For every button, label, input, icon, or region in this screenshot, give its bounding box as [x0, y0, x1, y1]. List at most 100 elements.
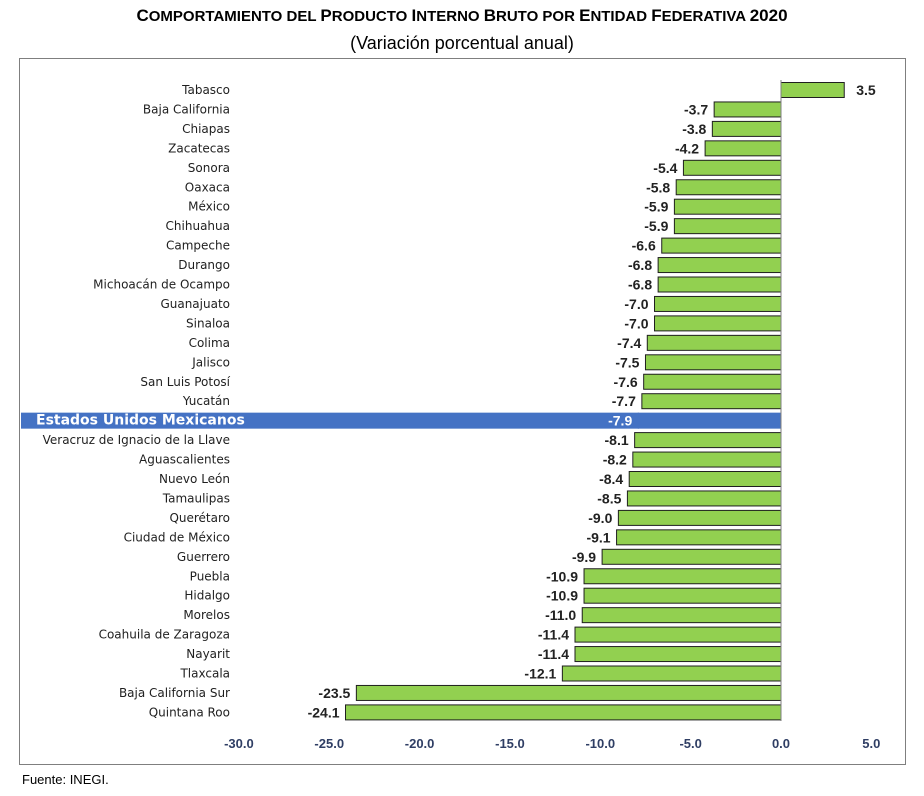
x-tick-label-2: -20.0 — [405, 736, 435, 751]
value-label-29: -11.4 — [538, 646, 569, 662]
category-label-10: Michoacán de Ocampo — [93, 278, 230, 292]
value-label-17: -7.9 — [608, 413, 632, 429]
category-label-29: Nayarit — [186, 647, 230, 661]
bar-21 — [626, 490, 782, 507]
bar-11 — [654, 295, 782, 312]
x-tick-label-0: -30.0 — [224, 736, 254, 751]
category-label-23: Ciudad de México — [124, 530, 230, 544]
x-tick-label-1: -25.0 — [314, 736, 344, 751]
category-label-17: Estados Unidos Mexicanos — [36, 413, 245, 429]
x-tick-label-5: -5.0 — [679, 736, 701, 751]
category-label-8: Campeche — [166, 239, 230, 253]
bar-12 — [654, 315, 782, 332]
category-label-16: Yucatán — [182, 394, 230, 408]
value-label-30: -12.1 — [524, 666, 556, 682]
category-label-11: Guanajuato — [160, 297, 230, 311]
bar-31 — [355, 684, 782, 701]
chart-subtitle: (Variación porcentual anual) — [350, 33, 574, 53]
category-label-1: Baja California — [143, 102, 230, 116]
value-label-21: -8.5 — [597, 490, 621, 506]
category-label-13: Colima — [189, 336, 230, 350]
bar-29 — [574, 646, 782, 663]
value-label-14: -7.5 — [615, 354, 639, 370]
value-label-5: -5.8 — [646, 179, 670, 195]
title-word-4-cap: B — [483, 6, 497, 25]
category-label-19: Aguascalientes — [139, 453, 230, 467]
value-label-27: -11.0 — [545, 607, 576, 623]
title-word-5-rest: NTIDAD — [590, 8, 652, 25]
bar-4 — [682, 159, 782, 176]
value-label-23: -9.1 — [586, 529, 610, 545]
category-label-18: Veracruz de Ignacio de la Llave — [43, 433, 230, 447]
x-tick-label-3: -15.0 — [495, 736, 525, 751]
bar-30 — [561, 665, 782, 682]
bar-7 — [673, 218, 782, 235]
bar-10 — [657, 276, 782, 293]
category-label-5: Oaxaca — [185, 180, 230, 194]
value-label-2: -3.8 — [682, 121, 706, 137]
value-label-26: -10.9 — [546, 588, 578, 604]
value-label-11: -7.0 — [624, 296, 648, 312]
bar-19 — [632, 451, 782, 468]
title-word-4-rest: RUTO POR — [496, 8, 580, 25]
x-tick-label-7: 5.0 — [862, 736, 880, 751]
value-label-20: -8.4 — [599, 471, 623, 487]
value-label-4: -5.4 — [653, 160, 677, 176]
bar-16 — [641, 393, 782, 410]
category-label-7: Chihuahua — [166, 219, 230, 233]
category-label-15: San Luis Potosí — [140, 375, 230, 389]
bar-25 — [583, 568, 782, 585]
category-label-24: Guerrero — [177, 550, 230, 564]
value-label-13: -7.4 — [617, 335, 641, 351]
bar-2 — [711, 120, 782, 137]
category-label-30: Tlaxcala — [179, 667, 230, 681]
bar-3 — [704, 140, 782, 157]
x-tick-label-6: 0.0 — [772, 736, 790, 751]
category-label-22: Querétaro — [169, 511, 230, 525]
value-label-1: -3.7 — [684, 101, 708, 117]
category-label-12: Sinaloa — [186, 316, 230, 330]
bar-5 — [675, 179, 782, 196]
value-label-22: -9.0 — [588, 510, 612, 526]
bar-1 — [713, 101, 782, 118]
bar-24 — [601, 548, 782, 565]
title-word-1-rest: OMPORTAMIENTO DEL — [148, 8, 321, 25]
title-word-3-cap: I — [411, 6, 417, 25]
bar-17 — [637, 412, 782, 429]
category-label-26: Hidalgo — [184, 589, 230, 603]
value-label-10: -6.8 — [628, 277, 652, 293]
value-label-25: -10.9 — [546, 568, 578, 584]
highlight-band — [21, 412, 639, 429]
title-word-6-rest: EDERATIVA — [661, 8, 750, 25]
value-label-19: -8.2 — [603, 452, 627, 468]
value-label-6: -5.9 — [644, 199, 668, 215]
value-label-0: 3.5 — [856, 82, 876, 98]
value-label-28: -11.4 — [538, 627, 569, 643]
title-word-1-cap: C — [136, 6, 149, 25]
category-label-20: Nuevo León — [159, 472, 230, 486]
category-label-4: Sonora — [188, 161, 230, 175]
value-label-7: -5.9 — [644, 218, 668, 234]
title-word-2-rest: RODUCTO — [331, 8, 412, 25]
title-word-6-cap: F — [651, 6, 662, 25]
bar-23 — [616, 529, 782, 546]
category-label-9: Durango — [178, 258, 230, 272]
category-label-28: Coahuila de Zaragoza — [99, 628, 230, 642]
bar-8 — [661, 237, 782, 254]
bar-28 — [574, 626, 782, 643]
value-label-31: -23.5 — [318, 685, 350, 701]
bar-27 — [581, 607, 782, 624]
value-label-3: -4.2 — [675, 140, 699, 156]
category-label-2: Chiapas — [182, 122, 230, 136]
bar-26 — [583, 587, 782, 604]
bar-32 — [345, 704, 782, 721]
value-label-16: -7.7 — [612, 393, 636, 409]
title-word-7-cap: 2020 — [749, 6, 788, 25]
bar-20 — [628, 471, 782, 487]
title-word-3-rest: NTERNO — [416, 8, 484, 25]
value-label-8: -6.6 — [632, 238, 656, 254]
title-word-2-cap: P — [320, 6, 332, 25]
value-label-18: -8.1 — [605, 432, 629, 448]
bar-0 — [780, 82, 845, 98]
